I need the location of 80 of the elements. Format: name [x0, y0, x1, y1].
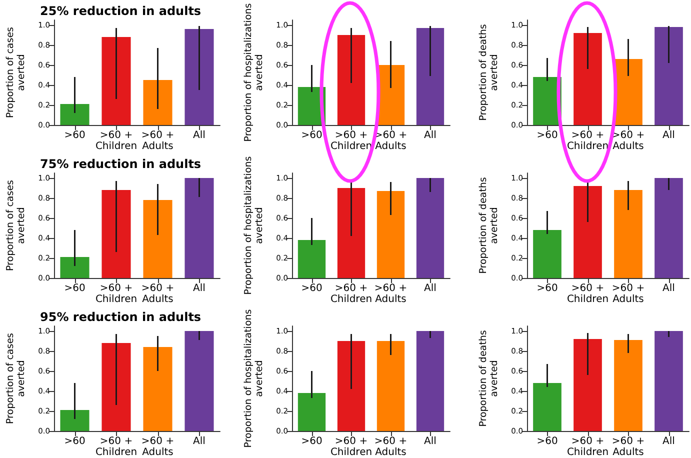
- x-tick-label: All: [193, 130, 206, 141]
- bar: [376, 341, 405, 431]
- x-tick-label: >60 + Children: [95, 283, 138, 305]
- y-axis-title: Proportion of cases averted: [5, 332, 28, 424]
- chart-title: 95% reduction in adults: [40, 310, 202, 324]
- x-tick-label: >60: [64, 130, 86, 141]
- bar: [143, 200, 172, 278]
- bar: [614, 190, 642, 278]
- bar: [184, 178, 214, 278]
- x-tick-label: All: [424, 283, 436, 294]
- x-tick-label: >60 + Adults: [374, 283, 408, 305]
- y-axis-title: Proportion of cases averted: [5, 180, 28, 272]
- bar: [337, 188, 366, 278]
- bar: [416, 28, 444, 125]
- bar: [533, 230, 562, 278]
- x-tick-label: >60: [301, 283, 322, 294]
- bar: [416, 178, 444, 278]
- bar: [574, 339, 602, 431]
- x-tick-label: All: [662, 436, 675, 447]
- x-tick-label: All: [193, 283, 206, 294]
- x-tick-label: >60 + Children: [330, 436, 372, 458]
- x-tick-label: >60: [64, 283, 86, 294]
- bar: [654, 27, 683, 125]
- bar: [102, 343, 131, 431]
- bar: [654, 178, 683, 278]
- bar: [574, 186, 602, 278]
- y-axis-title: Proportion of hospitalizations averted: [243, 309, 266, 448]
- x-tick-label: >60: [536, 130, 558, 141]
- bar: [654, 331, 683, 431]
- y-axis-title: Proportion of deaths averted: [478, 177, 500, 274]
- x-tick-label: >60 + Adults: [612, 130, 645, 152]
- x-tick-label: >60 + Adults: [141, 130, 174, 152]
- x-tick-label: All: [424, 436, 436, 447]
- x-tick-label: All: [193, 436, 206, 447]
- bar: [60, 257, 90, 278]
- bar: [60, 104, 90, 125]
- y-axis-title: Proportion of hospitalizations averted: [243, 156, 266, 295]
- x-tick-label: >60: [536, 283, 558, 294]
- y-axis-title: Proportion of cases averted: [5, 26, 28, 118]
- x-tick-label: >60 + Adults: [141, 283, 174, 305]
- bar: [614, 59, 642, 125]
- chart-title: 75% reduction in adults: [40, 157, 202, 171]
- x-tick-label: >60: [536, 436, 558, 447]
- x-tick-label: >60 + Children: [330, 283, 372, 305]
- x-tick-label: >60: [64, 436, 86, 447]
- y-axis-title: Proportion of deaths averted: [478, 24, 500, 121]
- bar: [574, 33, 602, 125]
- bar: [416, 331, 444, 431]
- x-tick-label: >60 + Adults: [612, 283, 645, 305]
- x-tick-label: >60 + Children: [95, 436, 138, 458]
- x-tick-label: All: [424, 130, 436, 141]
- x-tick-label: >60 + Children: [566, 436, 609, 458]
- bar: [337, 35, 366, 125]
- bar: [102, 190, 131, 278]
- x-tick-label: >60 + Adults: [612, 436, 645, 458]
- bar: [376, 191, 405, 278]
- bar: [614, 340, 642, 431]
- bar: [102, 37, 131, 125]
- bar: [143, 80, 172, 125]
- x-tick-label: All: [662, 130, 675, 141]
- x-tick-label: >60 + Children: [95, 130, 138, 152]
- x-tick-label: >60 + Children: [566, 130, 609, 152]
- bar: [533, 383, 562, 431]
- bar: [184, 29, 214, 125]
- bar: [60, 410, 90, 431]
- bar: [337, 341, 366, 431]
- x-tick-label: >60: [301, 436, 322, 447]
- bar: [143, 347, 172, 431]
- bar: [298, 393, 326, 431]
- x-tick-label: >60 + Adults: [141, 436, 174, 458]
- y-axis-title: Proportion of deaths averted: [478, 330, 500, 427]
- bar: [298, 240, 326, 278]
- x-tick-label: >60 + Adults: [374, 130, 408, 152]
- x-tick-label: >60 + Children: [566, 283, 609, 305]
- x-tick-label: >60 + Adults: [374, 436, 408, 458]
- x-tick-label: All: [662, 283, 675, 294]
- bar: [184, 331, 214, 431]
- chart-title: 25% reduction in adults: [40, 4, 202, 18]
- y-axis-title: Proportion of hospitalizations averted: [243, 3, 266, 142]
- x-tick-label: >60: [301, 130, 322, 141]
